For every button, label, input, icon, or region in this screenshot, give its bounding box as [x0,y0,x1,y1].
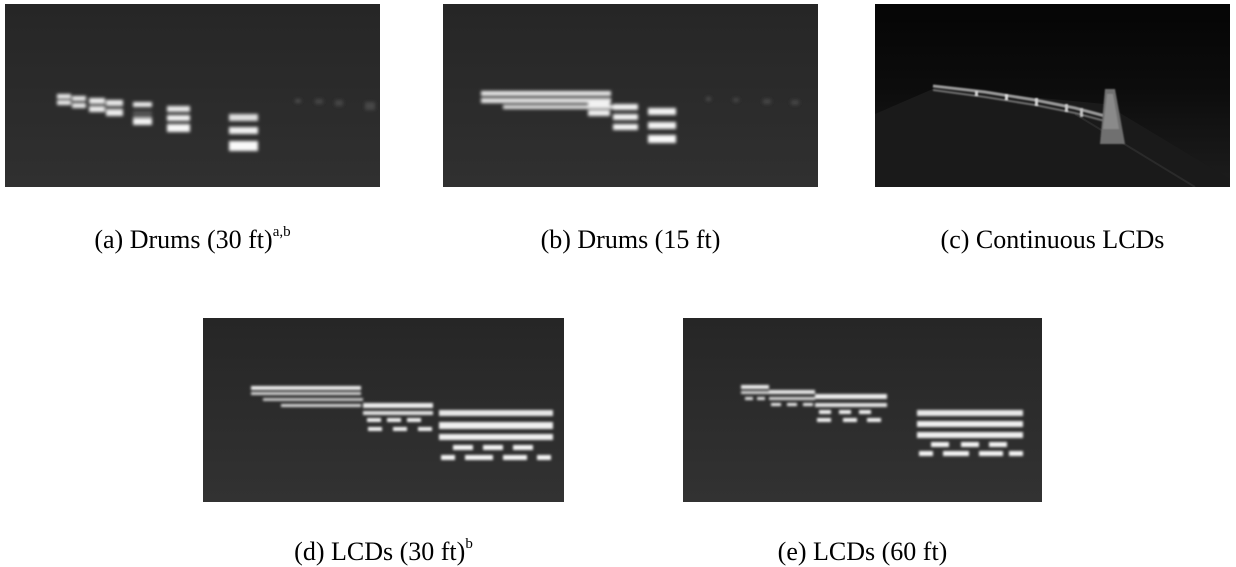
caption-b: (b) Drums (15 ft) [443,225,818,255]
continuous-lcds-scene [875,4,1230,187]
caption-a: (a) Drums (30 ft)a,b [5,225,380,255]
caption-e-text: (e) LCDs (60 ft) [777,537,948,566]
caption-d-superscript: b [465,536,473,553]
caption-d: (d) LCDs (30 ft)b [203,537,564,567]
photo-drums-15ft [443,4,818,187]
caption-d-text: (d) LCDs (30 ft) [294,537,466,566]
lcds-60ft-scene [683,318,1042,502]
caption-a-superscript: a,b [272,224,291,241]
caption-c: (c) Continuous LCDs [875,225,1230,255]
caption-a-text: (a) Drums (30 ft) [94,225,273,254]
caption-c-text: (c) Continuous LCDs [940,225,1165,254]
photo-lcds-60ft [683,318,1042,502]
drums-30ft-scene [5,4,380,187]
photo-drums-30ft [5,4,380,187]
lcds-30ft-scene [203,318,564,502]
drums-15ft-scene [443,4,818,187]
photo-continuous-lcds [875,4,1230,187]
photo-lcds-30ft [203,318,564,502]
caption-b-text: (b) Drums (15 ft) [540,225,721,254]
caption-e: (e) LCDs (60 ft) [683,537,1042,567]
